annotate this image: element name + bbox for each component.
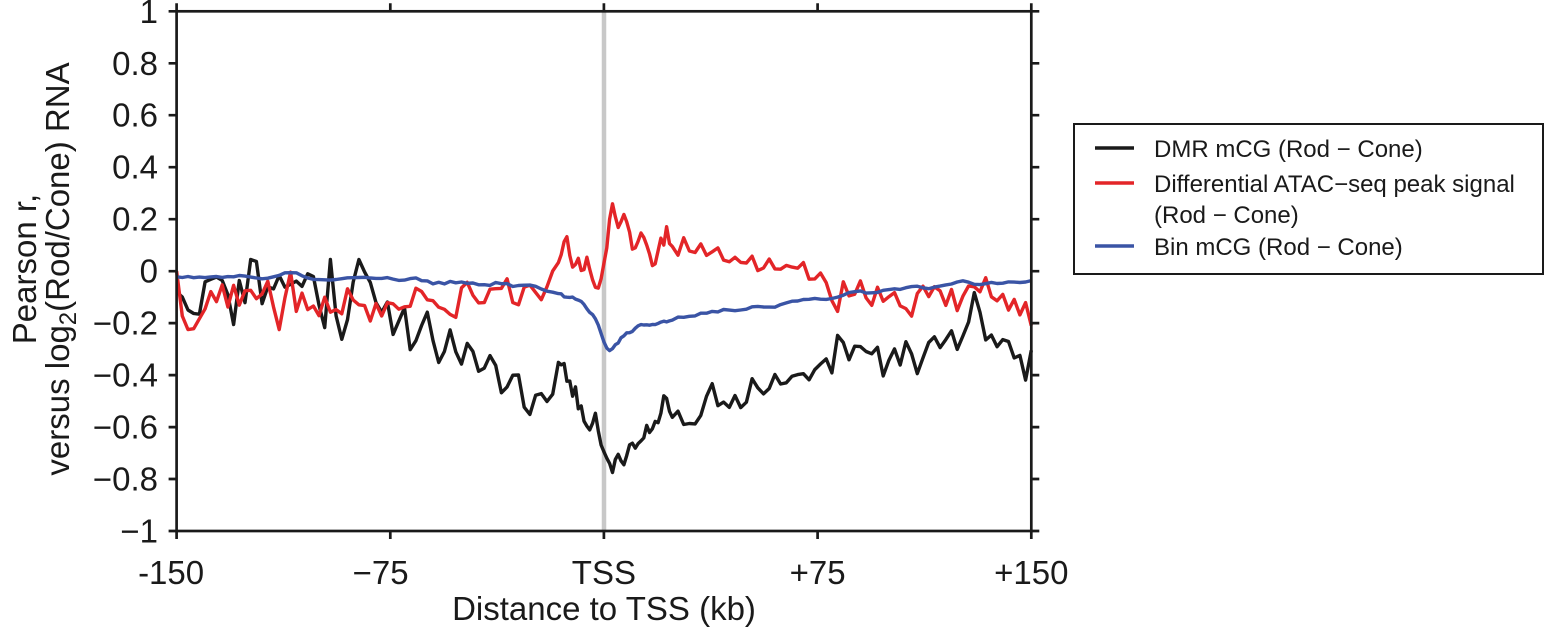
svg-text:−0.6: −0.6 <box>93 409 158 446</box>
svg-text:−0.8: −0.8 <box>93 461 158 498</box>
svg-text:−75: −75 <box>353 554 409 591</box>
svg-text:+150: +150 <box>994 554 1068 591</box>
svg-text:+75: +75 <box>790 554 846 591</box>
svg-text:1: 1 <box>140 0 158 30</box>
svg-text:−0.2: −0.2 <box>93 305 158 342</box>
svg-text:Pearson r,: Pearson r, <box>6 194 43 344</box>
svg-text:TSS: TSS <box>572 554 636 591</box>
svg-text:−1: −1 <box>120 513 158 550</box>
svg-text:0.2: 0.2 <box>112 201 158 238</box>
svg-text:0.4: 0.4 <box>112 149 158 186</box>
svg-text:Differential ATAC−seq peak sig: Differential ATAC−seq peak signal <box>1154 171 1515 198</box>
svg-text:versus log2(Rod/Cone) RNA: versus log2(Rod/Cone) RNA <box>39 62 82 475</box>
svg-text:(Rod − Cone): (Rod − Cone) <box>1154 202 1299 229</box>
svg-text:0: 0 <box>140 253 158 290</box>
svg-text:Distance to TSS (kb): Distance to TSS (kb) <box>452 590 756 627</box>
svg-text:DMR mCG (Rod − Cone): DMR mCG (Rod − Cone) <box>1154 136 1423 163</box>
svg-text:-150: -150 <box>138 554 204 591</box>
svg-text:−0.4: −0.4 <box>93 357 158 394</box>
svg-text:Bin mCG (Rod − Cone): Bin mCG (Rod − Cone) <box>1154 234 1403 261</box>
svg-text:0.8: 0.8 <box>112 45 158 82</box>
svg-text:0.6: 0.6 <box>112 97 158 134</box>
